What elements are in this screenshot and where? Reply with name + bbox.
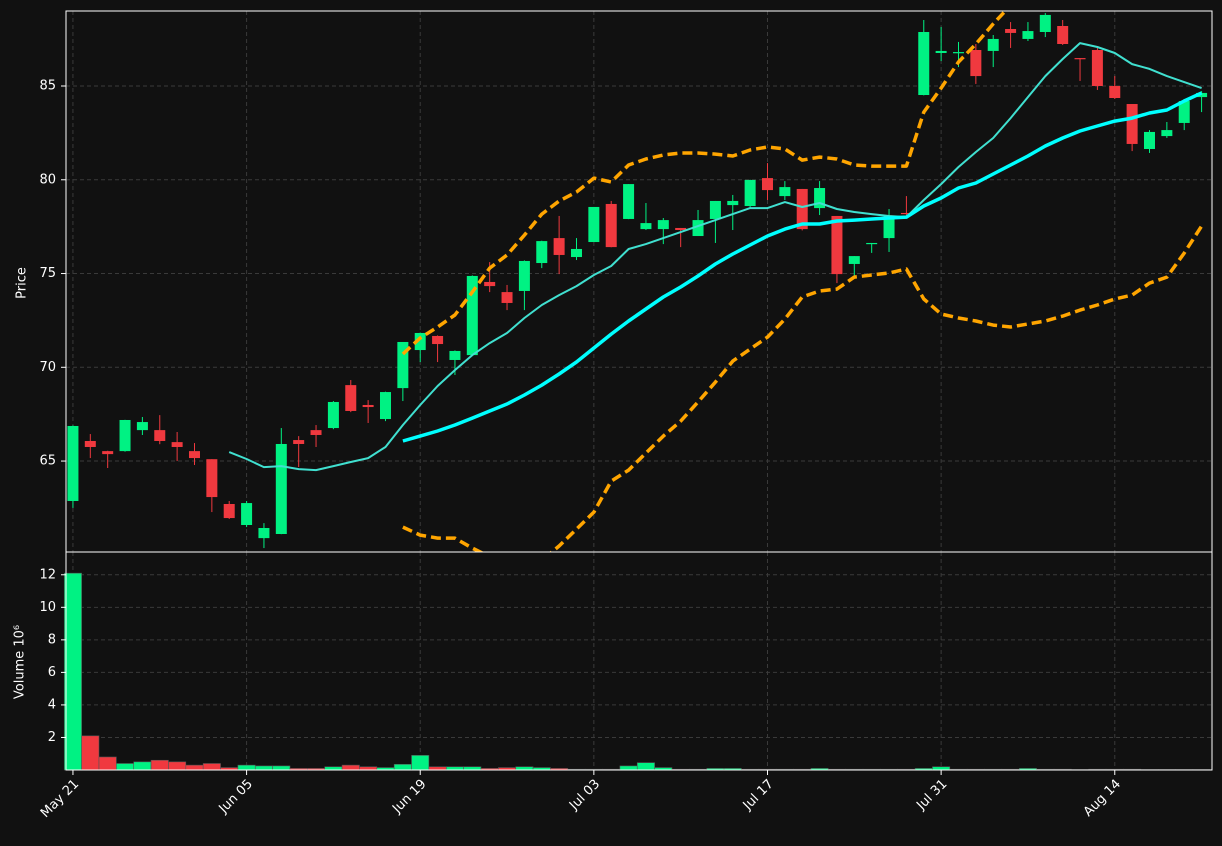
volume-bar [82,736,99,770]
candle-body [1092,50,1103,86]
y-tick-label: 75 [39,266,56,281]
candle-body [727,201,738,205]
candle-body [1005,29,1016,33]
y-tick-label: 70 [39,360,56,375]
volume-bar [151,760,168,770]
candle-body [658,220,669,229]
volume-bar [203,763,220,770]
volume-bar [412,755,429,770]
candle-body [866,243,877,244]
candle-body [1144,132,1155,149]
candle-body [120,420,131,451]
candle-body [1075,58,1086,59]
volume-bar [64,573,81,770]
candle-body [67,426,78,501]
candle-body [884,219,895,238]
candle-body [276,444,287,534]
volume-bar [116,763,133,770]
candle-body [710,201,721,219]
candle-body [554,238,565,255]
candle-body [640,223,651,229]
volume-axis-label: Volume 10⁶ [13,625,28,699]
candle-body [831,216,842,274]
candle-body [154,430,165,441]
candle-body [606,204,617,247]
candle-body [380,392,391,419]
candle-body [745,180,756,206]
volume-tick-label: 8 [48,632,56,647]
candle-body [189,451,200,458]
candle-body [571,249,582,257]
candle-body [172,442,183,447]
candle-body [1127,104,1138,144]
volume-bar [342,765,359,770]
candle-body [953,52,964,53]
candle-body [432,336,443,344]
volume-bar [168,762,185,770]
candle-body [449,351,460,360]
candle-body [363,405,374,407]
candle-body [293,440,304,444]
y-tick-label: 65 [39,454,56,469]
y-tick-label: 80 [39,172,56,187]
candle-body [241,503,252,525]
volume-tick-label: 12 [39,567,56,582]
candle-body [85,441,96,447]
candle-body [918,32,929,95]
candle-body [519,261,530,291]
volume-tick-label: 10 [39,600,56,615]
candle-body [762,178,773,190]
candle-body [137,422,148,430]
candle-body [936,51,947,53]
candle-body [970,50,981,76]
volume-tick-label: 4 [48,697,56,712]
volume-bar [134,762,151,770]
candle-body [1161,130,1172,136]
candle-body [779,187,790,196]
candle-body [328,402,339,428]
candle-body [484,282,495,286]
volume-bar [394,764,411,770]
volume-bar [273,766,290,770]
volume-bar [238,765,255,770]
volume-bar [255,766,272,770]
volume-tick-label: 2 [48,730,56,745]
y-tick-label: 85 [39,79,56,94]
candle-body [345,385,356,411]
candle-body [1022,31,1033,39]
candle-body [258,528,269,538]
volume-bar [620,766,637,770]
volume-bar [186,765,203,770]
candle-body [988,39,999,51]
candle-body [1057,26,1068,44]
candle-body [1109,86,1120,98]
candle-body [588,207,599,242]
candle-body [102,451,113,454]
price-axis-label: Price [15,267,30,299]
volume-bar [637,763,654,770]
candle-body [623,184,634,219]
candle-body [849,256,860,264]
volume-tick-label: 6 [48,665,56,680]
candle-body [1040,15,1051,32]
volume-bar [99,757,116,770]
candle-body [536,241,547,263]
candle-body [206,459,217,497]
candle-body [502,292,513,303]
candle-body [224,504,235,518]
candle-body [311,430,322,435]
